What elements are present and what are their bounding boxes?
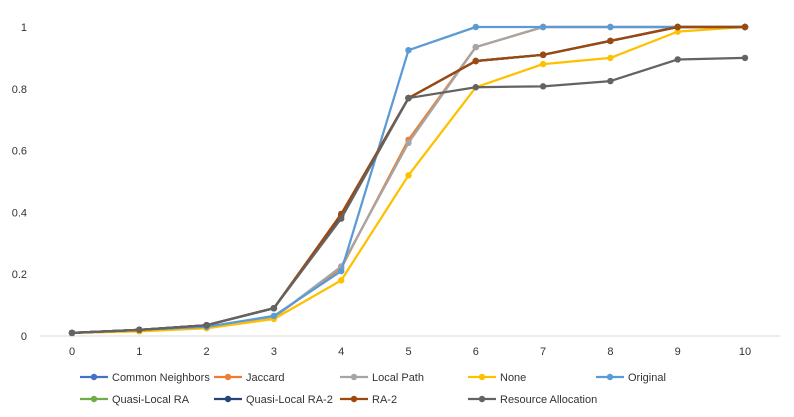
- x-tick-label: 8: [607, 346, 613, 358]
- x-tick-label: 9: [675, 346, 681, 358]
- x-tick-label: 3: [271, 346, 277, 358]
- data-point: [539, 23, 547, 31]
- y-tick-label: 0.6: [12, 146, 27, 158]
- axes-group: 00.20.40.60.810 1 2 3 4 5 6 7 8 9 10: [12, 22, 780, 358]
- series-line-none: [70, 25, 747, 335]
- data-point: [539, 51, 547, 59]
- legend-swatch-marker: [90, 395, 98, 403]
- y-tick-label: 0: [21, 331, 27, 343]
- legend-item-common-neighbors: Common Neighbors: [80, 372, 210, 384]
- data-point: [607, 23, 614, 31]
- data-point: [270, 312, 278, 320]
- legend-swatch-marker: [90, 373, 98, 381]
- data-point: [607, 77, 614, 85]
- series-line-original: [70, 25, 747, 335]
- legend-item-ra-2: RA-2: [340, 394, 397, 406]
- legend-item-jaccard: Jaccard: [214, 372, 285, 384]
- series-resource-allocation: [68, 54, 749, 337]
- data-point: [338, 267, 345, 275]
- legend-item-resource-allocation: Resource Allocation: [468, 394, 597, 406]
- legend: Common Neighbors Jaccard Local Path None Ori…: [80, 372, 666, 406]
- data-point: [741, 23, 749, 31]
- y-tick-label: 0.2: [12, 269, 27, 281]
- x-tick-label: 4: [338, 346, 344, 358]
- data-point: [405, 139, 412, 147]
- series-line-common-neighbors: [70, 25, 747, 335]
- legend-item-none: None: [468, 372, 526, 384]
- data-point: [405, 94, 412, 102]
- legend-swatch-marker: [478, 373, 486, 381]
- legend-label: None: [500, 372, 526, 384]
- legend-item-original: Original: [596, 372, 666, 384]
- legend-swatch-marker: [224, 373, 232, 381]
- data-point: [203, 321, 210, 329]
- y-tick-label: 0.4: [12, 207, 27, 219]
- legend-label: Quasi-Local RA: [112, 394, 190, 406]
- data-point: [472, 43, 479, 51]
- series-line-quasi-local-ra: [70, 25, 747, 335]
- data-point: [338, 215, 345, 222]
- legend-swatch-marker: [350, 395, 358, 403]
- x-tick-label: 1: [136, 346, 142, 358]
- data-point: [741, 54, 749, 62]
- data-point: [472, 23, 479, 31]
- data-point: [539, 83, 547, 90]
- y-tick-label: 1: [21, 22, 27, 34]
- legend-label: Quasi-Local RA-2: [246, 394, 333, 406]
- legend-label: Resource Allocation: [500, 394, 597, 406]
- legend-label: Jaccard: [246, 372, 285, 384]
- series-line-local-path: [70, 25, 747, 335]
- legend-swatch-marker: [606, 373, 614, 381]
- series-line-ra-2: [70, 25, 747, 335]
- data-point: [405, 46, 412, 54]
- data-point: [405, 172, 412, 179]
- data-point: [472, 57, 479, 65]
- y-tick-label: 0.8: [12, 84, 27, 96]
- legend-label: RA-2: [372, 394, 397, 406]
- legend-swatch-marker: [350, 373, 358, 381]
- data-point: [136, 326, 143, 334]
- x-tick-label: 7: [540, 346, 546, 358]
- x-tick-label: 5: [405, 346, 411, 358]
- data-point: [539, 60, 547, 68]
- legend-swatch-marker: [478, 395, 486, 403]
- data-point: [674, 28, 681, 35]
- data-point: [674, 56, 681, 63]
- data-point: [674, 23, 681, 31]
- data-point: [338, 277, 345, 284]
- data-point: [68, 329, 76, 337]
- data-point: [270, 304, 278, 312]
- data-point: [607, 37, 614, 45]
- data-point: [472, 84, 479, 91]
- x-tick-label: 0: [69, 346, 75, 358]
- series-line-quasi-local-ra-2: [70, 25, 747, 335]
- legend-label: Common Neighbors: [112, 372, 210, 384]
- x-tick-label: 6: [473, 346, 479, 358]
- series-group: [68, 23, 749, 337]
- legend-swatch-marker: [224, 395, 232, 403]
- legend-label: Original: [628, 372, 666, 384]
- legend-item-quasi-local-ra-2: Quasi-Local RA-2: [214, 394, 333, 406]
- legend-item-quasi-local-ra: Quasi-Local RA: [80, 394, 190, 406]
- series-line-jaccard: [70, 25, 747, 335]
- x-tick-label: 2: [204, 346, 210, 358]
- x-tick-label: 10: [739, 346, 751, 358]
- legend-item-local-path: Local Path: [340, 372, 424, 384]
- legend-label: Local Path: [372, 372, 424, 384]
- data-point: [607, 54, 614, 62]
